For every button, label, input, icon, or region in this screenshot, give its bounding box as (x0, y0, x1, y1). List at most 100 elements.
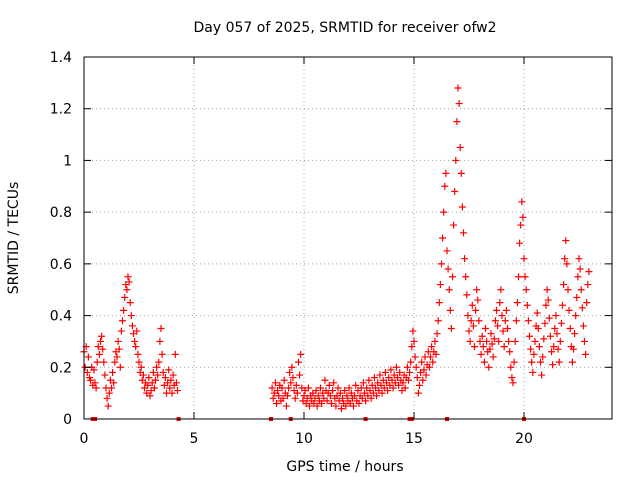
data-point (496, 299, 504, 307)
data-point (408, 343, 416, 351)
data-point (457, 169, 465, 177)
data-point (124, 273, 132, 281)
data-point (475, 317, 483, 325)
data-point (571, 330, 579, 338)
data-point (560, 281, 568, 289)
data-point (373, 392, 381, 400)
data-point (526, 332, 533, 340)
data-point (523, 301, 531, 309)
data-point (557, 319, 565, 327)
data-point (583, 299, 591, 307)
data-point (94, 343, 102, 351)
data-point (104, 402, 112, 410)
data-point (171, 350, 179, 358)
data-point (120, 306, 128, 314)
data-point (396, 368, 404, 376)
data-point (428, 343, 436, 351)
data-point (168, 389, 176, 397)
data-point (553, 330, 561, 338)
data-point (441, 182, 449, 190)
data-point (365, 376, 373, 384)
data-point (440, 208, 448, 216)
data-point (355, 399, 363, 407)
data-point (414, 389, 422, 397)
data-point (296, 371, 304, 379)
data-point (562, 237, 570, 245)
data-point (389, 384, 397, 392)
data-point (499, 327, 507, 335)
data-point (530, 350, 538, 358)
data-point (471, 343, 478, 351)
data-point (566, 325, 574, 332)
data-point (123, 286, 131, 294)
data-point (401, 384, 409, 392)
data-point (95, 350, 103, 358)
data-point (546, 332, 554, 340)
data-point (362, 397, 370, 405)
data-point (128, 322, 136, 330)
data-point (467, 317, 475, 325)
data-point (460, 229, 467, 237)
data-point (549, 361, 557, 369)
data-point (113, 353, 121, 361)
data-point (554, 345, 562, 353)
x-axis-label: GPS time / hours (286, 459, 403, 475)
data-point (538, 371, 546, 379)
data-point (500, 343, 508, 351)
data-point (314, 392, 322, 400)
data-point (284, 392, 291, 400)
data-point (452, 156, 460, 164)
data-point (502, 306, 510, 314)
data-point (153, 363, 161, 371)
data-point (468, 301, 476, 309)
data-point (565, 306, 573, 314)
data-point (568, 358, 576, 366)
data-point (90, 366, 98, 374)
data-point (552, 312, 560, 320)
data-point (528, 358, 536, 366)
data-point (139, 371, 147, 379)
data-point (506, 348, 514, 356)
data-point (92, 384, 100, 392)
data-point (458, 203, 466, 211)
data-point (409, 327, 417, 335)
data-point (367, 394, 375, 402)
data-point (486, 345, 494, 353)
data-point (574, 273, 582, 281)
data-point (146, 392, 154, 400)
data-point (83, 368, 91, 376)
data-point (439, 234, 447, 242)
data-point (429, 358, 437, 366)
data-point (438, 260, 445, 268)
data-point (84, 353, 92, 361)
data-point (522, 286, 530, 294)
data-point (570, 345, 577, 353)
data-point (563, 260, 571, 268)
data-point (370, 374, 378, 382)
data-point (287, 379, 295, 387)
data-point (91, 379, 99, 387)
data-point (434, 317, 442, 325)
data-point (435, 299, 443, 307)
data-point (508, 374, 516, 382)
data-point (323, 397, 331, 405)
data-point (487, 330, 495, 338)
data-point (483, 337, 491, 345)
data-point (542, 301, 550, 309)
y-tick-label: 0.6 (50, 257, 72, 273)
data-point (507, 363, 515, 371)
data-point (510, 358, 518, 366)
data-point (488, 340, 496, 348)
data-point (509, 379, 517, 387)
data-point (352, 381, 360, 389)
data-point (427, 353, 434, 361)
data-point (403, 363, 411, 371)
data-point (485, 363, 493, 371)
data-point (446, 306, 454, 314)
data-point (466, 337, 474, 345)
data-point (278, 384, 286, 392)
data-point (473, 286, 481, 294)
data-point (419, 376, 427, 384)
data-point (350, 402, 357, 410)
data-point (149, 368, 157, 376)
